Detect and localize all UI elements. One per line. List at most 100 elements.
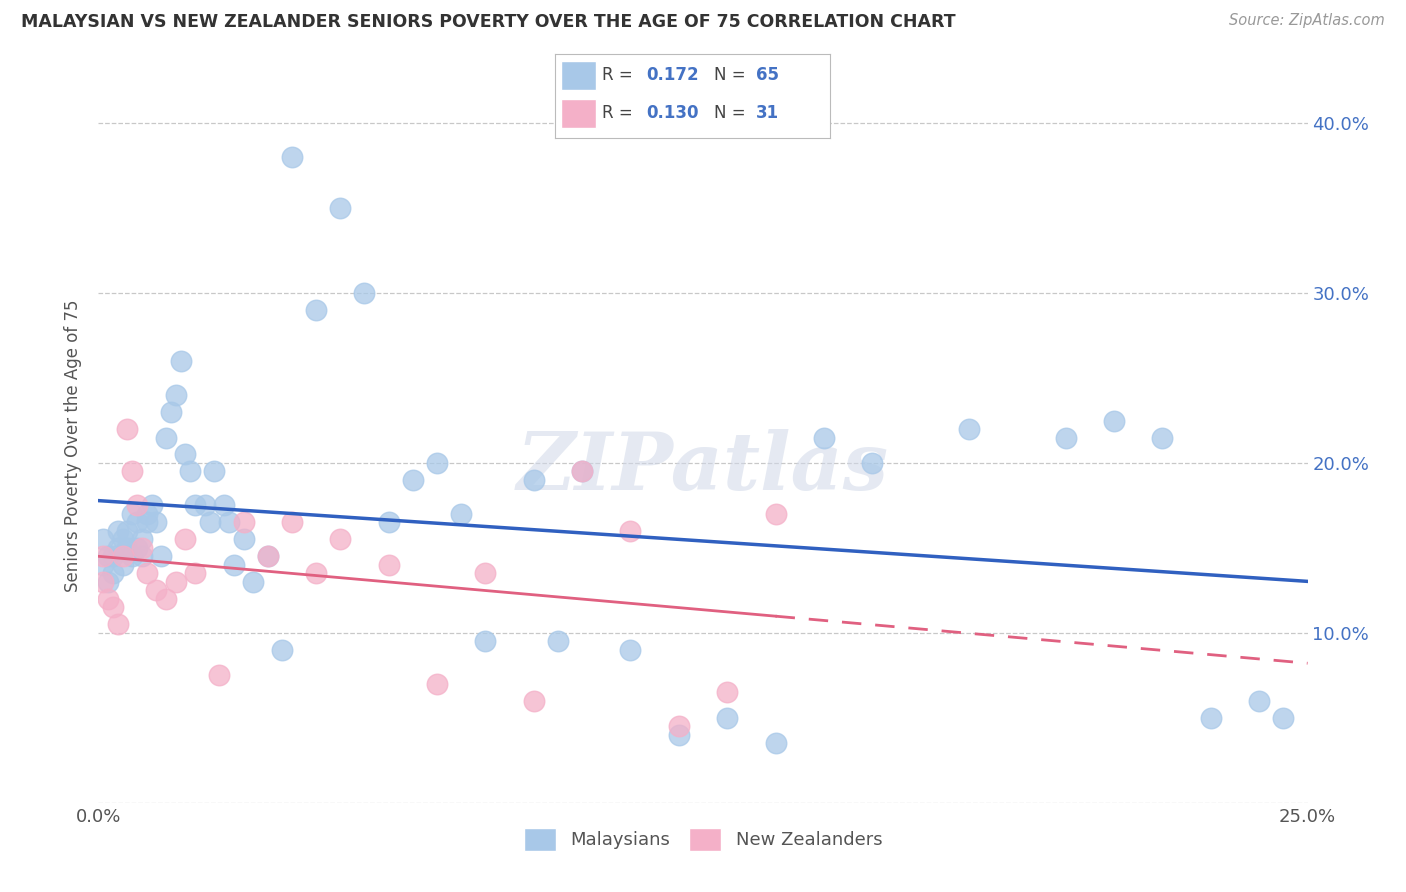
Point	[1102, 413, 1125, 427]
Point	[222, 558, 245, 572]
Point	[523, 694, 546, 708]
Point	[97, 574, 120, 589]
Text: 65: 65	[755, 66, 779, 84]
Point	[141, 499, 163, 513]
Point	[1199, 711, 1222, 725]
Point	[353, 286, 375, 301]
Point	[101, 549, 124, 564]
Point	[668, 719, 690, 733]
Point	[160, 405, 183, 419]
Text: N =: N =	[714, 104, 751, 122]
Point	[402, 473, 425, 487]
Point	[169, 354, 191, 368]
Point	[232, 533, 254, 547]
Text: 0.130: 0.130	[645, 104, 699, 122]
Point	[127, 541, 149, 555]
Point	[184, 566, 207, 581]
Point	[131, 533, 153, 547]
Text: Source: ZipAtlas.com: Source: ZipAtlas.com	[1229, 13, 1385, 29]
Point	[212, 499, 235, 513]
Point	[474, 566, 496, 581]
Point	[131, 549, 153, 564]
Point	[204, 465, 226, 479]
Point	[91, 533, 114, 547]
Point	[329, 533, 352, 547]
Point	[426, 456, 449, 470]
Point	[135, 566, 157, 581]
Point	[305, 303, 328, 318]
Point	[1152, 430, 1174, 444]
Point	[145, 516, 167, 530]
Point	[127, 516, 149, 530]
Point	[145, 583, 167, 598]
Point	[474, 634, 496, 648]
Point	[377, 516, 399, 530]
Point	[1054, 430, 1077, 444]
Point	[813, 430, 835, 444]
Point	[127, 499, 149, 513]
Point	[523, 473, 546, 487]
Point	[135, 507, 157, 521]
Point	[135, 516, 157, 530]
Point	[450, 507, 472, 521]
Point	[716, 711, 738, 725]
Point	[91, 558, 114, 572]
Point	[97, 549, 120, 564]
Point	[957, 422, 980, 436]
Point	[91, 549, 114, 564]
Point	[150, 549, 173, 564]
Point	[765, 507, 787, 521]
Point	[107, 541, 129, 555]
Text: R =: R =	[602, 104, 638, 122]
Point	[174, 533, 197, 547]
Point	[155, 430, 177, 444]
Point	[111, 533, 134, 547]
Point	[208, 668, 231, 682]
Point	[281, 150, 304, 164]
Point	[716, 685, 738, 699]
Point	[547, 634, 569, 648]
Point	[619, 643, 641, 657]
Point	[860, 456, 883, 470]
Point	[305, 566, 328, 581]
Point	[179, 465, 201, 479]
Point	[131, 541, 153, 555]
Point	[121, 507, 143, 521]
Point	[619, 524, 641, 538]
Point	[107, 617, 129, 632]
Bar	[561, 62, 596, 90]
Point	[111, 549, 134, 564]
Legend: Malaysians, New Zealanders: Malaysians, New Zealanders	[516, 821, 890, 858]
Point	[571, 465, 593, 479]
Text: ZIPatlas: ZIPatlas	[517, 429, 889, 506]
Y-axis label: Seniors Poverty Over the Age of 75: Seniors Poverty Over the Age of 75	[65, 300, 83, 592]
Point	[165, 574, 187, 589]
Point	[97, 591, 120, 606]
Point	[174, 448, 197, 462]
Point	[111, 558, 134, 572]
Point	[765, 736, 787, 750]
Point	[571, 465, 593, 479]
Point	[117, 524, 139, 538]
Point	[668, 728, 690, 742]
Point	[1272, 711, 1295, 725]
Point	[117, 422, 139, 436]
Text: MALAYSIAN VS NEW ZEALANDER SENIORS POVERTY OVER THE AGE OF 75 CORRELATION CHART: MALAYSIAN VS NEW ZEALANDER SENIORS POVER…	[21, 13, 956, 31]
Point	[91, 574, 114, 589]
Point	[426, 677, 449, 691]
Point	[101, 566, 124, 581]
Point	[198, 516, 221, 530]
Point	[256, 549, 278, 564]
Point	[194, 499, 217, 513]
Text: 0.172: 0.172	[645, 66, 699, 84]
Point	[271, 643, 294, 657]
Point	[121, 465, 143, 479]
Bar	[561, 99, 596, 128]
Point	[155, 591, 177, 606]
Point	[329, 201, 352, 215]
Point	[256, 549, 278, 564]
Text: 31: 31	[755, 104, 779, 122]
Point	[121, 549, 143, 564]
Point	[1249, 694, 1271, 708]
Point	[281, 516, 304, 530]
